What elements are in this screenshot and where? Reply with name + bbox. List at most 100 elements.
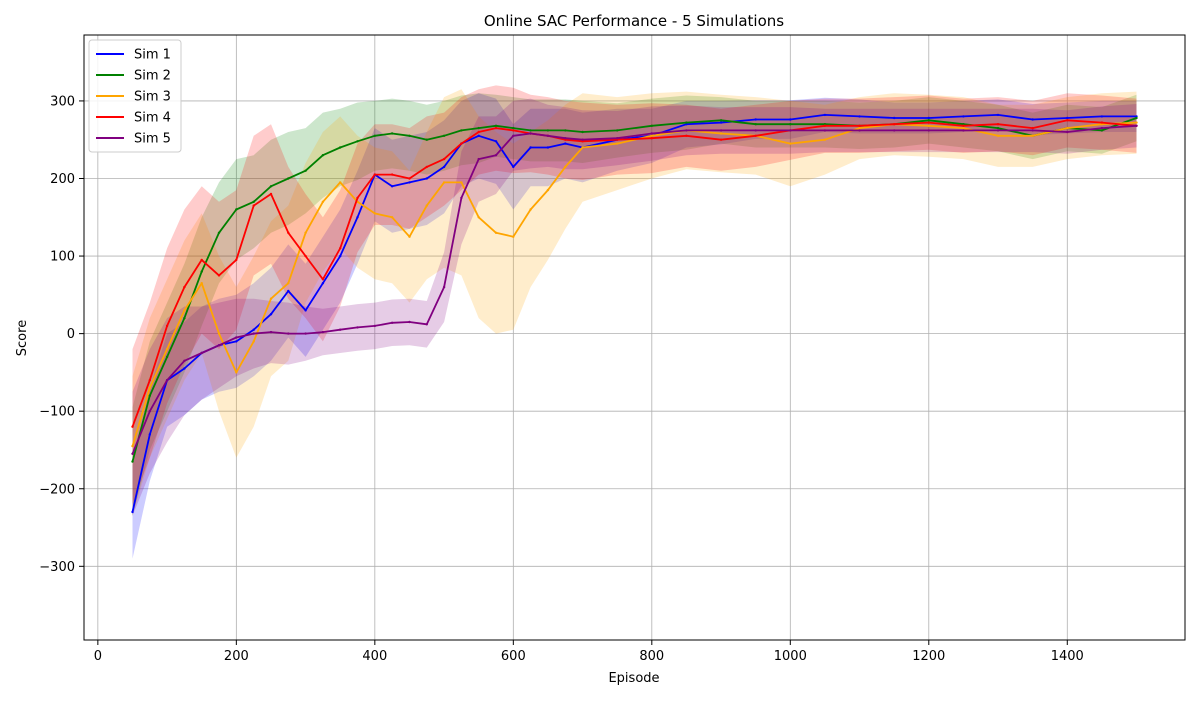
band-sim-5 [132,98,1137,516]
data-point [719,129,723,132]
data-point [339,328,342,331]
data-point [685,121,688,124]
data-point [287,289,290,293]
data-point [789,142,792,145]
data-point [217,231,221,234]
data-point [321,200,325,203]
data-point [581,130,584,134]
data-point [287,332,290,335]
data-point [719,119,723,122]
series-lines [131,113,1138,514]
x-tick-label: 800 [639,649,664,664]
data-point [460,142,463,145]
y-tick-label: 300 [50,94,75,109]
data-point [529,129,532,132]
y-tick-label: 200 [50,172,75,187]
grid [84,35,1185,640]
band-sim-4 [132,85,1137,505]
data-point [564,142,567,145]
data-point [408,181,411,184]
data-point [148,410,151,413]
data-point [321,154,325,157]
data-point [1031,126,1034,130]
y-axis-ticks: −300 −200 −100 0 100 200 300 [39,94,84,575]
data-point [200,282,203,285]
data-point [183,359,186,362]
data-point [996,126,1000,130]
data-point [893,116,896,120]
data-point [425,204,428,207]
data-point [512,235,515,238]
data-point [494,124,498,128]
data-point [183,285,186,289]
data-point [304,254,307,258]
data-point [1066,119,1069,122]
data-point [581,138,584,141]
data-point [252,328,255,331]
data-point [1031,134,1034,137]
data-point [477,126,480,130]
data-point [373,212,376,215]
data-point [650,137,653,140]
x-tick-label: 600 [501,649,526,664]
data-point [927,116,930,120]
data-point [339,181,342,184]
data-point [789,129,792,132]
data-point [529,132,532,135]
data-point [217,332,221,335]
data-point [235,371,238,374]
data-point [996,113,1000,117]
data-point [390,321,394,324]
data-point [719,132,723,135]
data-point [390,216,394,219]
data-point [373,173,376,176]
data-point [581,146,584,149]
data-point [494,140,498,143]
data-point [546,134,550,137]
data-point [1066,116,1069,120]
data-point [304,332,307,335]
data-point [321,278,325,281]
data-point [754,118,757,121]
data-point [962,124,965,128]
data-point [408,177,411,180]
data-point [927,124,930,128]
data-point [442,165,446,169]
x-tick-label: 0 [94,649,102,664]
data-point [373,134,376,137]
data-point [287,231,290,234]
data-point [927,129,930,132]
band-sim-1 [132,93,1137,559]
legend-label: Sim 1 [134,48,171,63]
data-point [442,134,446,137]
data-point [460,181,463,184]
data-point [616,129,619,132]
data-point [962,129,965,132]
data-point [789,118,792,121]
data-point [1100,121,1104,124]
data-point [425,177,428,180]
data-point [408,320,411,324]
confidence-bands [132,85,1137,559]
data-point [893,123,896,126]
data-point [996,134,1000,137]
y-axis-label: Score [15,320,30,356]
data-point [217,274,221,277]
data-point [546,188,550,192]
data-point [356,196,359,200]
data-point [754,129,757,132]
data-point [269,297,273,300]
data-point [183,316,186,320]
data-point [287,282,290,285]
data-point [996,123,1000,126]
data-point [252,340,255,343]
data-point [1031,129,1034,132]
data-point [165,347,169,351]
data-point [564,165,567,169]
data-point [183,367,186,370]
data-point [269,330,273,334]
data-point [858,126,861,130]
data-point [1031,118,1034,121]
data-point [235,336,238,339]
